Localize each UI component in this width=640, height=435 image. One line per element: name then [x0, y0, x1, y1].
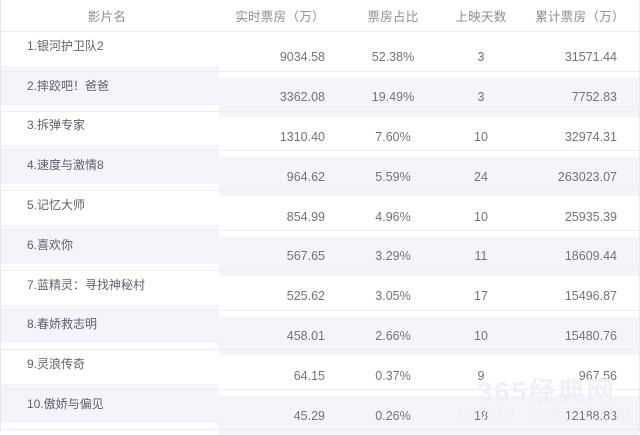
cell-film-name: 5.记忆大师 — [1, 184, 219, 225]
table-body: 1.银河护卫队2 9034.58 52.38% 3 31571.44 2.摔跤吧… — [1, 25, 639, 435]
table-row[interactable]: 9.灵浪传奇 64.15 0.37% 9 967.56 — [1, 343, 639, 397]
column-header-box-office-share: 票房占比 — [345, 0, 441, 32]
cell-film-name: 7.蓝精灵：寻找神秘村 — [1, 264, 219, 305]
cell-cumulative: 32974.31 — [521, 117, 639, 158]
cell-share: 52.38% — [345, 37, 441, 78]
table-row[interactable]: 3.拆弹专家 1310.40 7.60% 10 32974.31 — [1, 105, 639, 158]
cell-live-box-office: 9034.58 — [219, 37, 345, 78]
cell-share: 3.05% — [345, 276, 441, 317]
cell-share: 0.26% — [345, 395, 441, 435]
column-header-live-box-office: 实时票房（万） — [219, 0, 345, 32]
cell-cumulative: 15496.87 — [521, 276, 639, 317]
cell-share: 5.59% — [345, 156, 441, 198]
cell-cumulative: 967.56 — [521, 355, 639, 397]
cell-days: 10 — [441, 196, 521, 237]
cell-live-box-office: 964.62 — [219, 156, 345, 198]
cell-cumulative: 15480.76 — [521, 316, 639, 357]
table-row[interactable]: 6.喜欢你 567.65 3.29% 11 18609.44 — [1, 224, 639, 277]
cell-days: 3 — [441, 37, 521, 78]
cell-film-name: 8.春娇救志明 — [1, 304, 219, 345]
cell-days: 10 — [441, 117, 521, 158]
cell-days: 11 — [441, 236, 521, 277]
table-row[interactable]: 7.蓝精灵：寻找神秘村 525.62 3.05% 17 15496.87 — [1, 264, 639, 317]
cell-cumulative: 12188.83 — [521, 395, 639, 435]
cell-share: 4.96% — [345, 196, 441, 237]
cell-film-name: 4.速度与激情8 — [1, 144, 219, 186]
column-header-cumulative-box-office: 累计票房（万） — [521, 0, 639, 32]
cell-film-name: 9.灵浪传奇 — [1, 343, 219, 385]
cell-live-box-office: 3362.08 — [219, 77, 345, 118]
table-row[interactable]: 4.速度与激情8 964.62 5.59% 24 263023.07 — [1, 144, 639, 198]
cell-live-box-office: 567.65 — [219, 236, 345, 277]
cell-live-box-office: 64.15 — [219, 355, 345, 397]
cell-share: 19.49% — [345, 77, 441, 118]
column-header-days-on-screen: 上映天数 — [441, 0, 521, 32]
cell-days: 18 — [441, 395, 521, 435]
cell-share: 7.60% — [345, 117, 441, 158]
cell-days: 9 — [441, 355, 521, 397]
cell-cumulative: 7752.83 — [521, 77, 639, 118]
cell-live-box-office: 525.62 — [219, 276, 345, 317]
cell-share: 0.37% — [345, 355, 441, 397]
cell-live-box-office: 854.99 — [219, 196, 345, 237]
cell-live-box-office: 458.01 — [219, 316, 345, 357]
cell-cumulative: 25935.39 — [521, 196, 639, 237]
table-row[interactable]: 1.银河护卫队2 9034.58 52.38% 3 31571.44 — [1, 25, 639, 78]
cell-share: 2.66% — [345, 316, 441, 357]
cell-film-name: 3.拆弹专家 — [1, 105, 219, 146]
cell-days: 24 — [441, 156, 521, 198]
cell-cumulative: 263023.07 — [521, 156, 639, 198]
cell-live-box-office: 45.29 — [219, 395, 345, 435]
cell-share: 3.29% — [345, 236, 441, 277]
cell-film-name: 2.摔跤吧！爸爸 — [1, 65, 219, 106]
table-row[interactable]: 8.春娇救志明 458.01 2.66% 10 15480.76 — [1, 304, 639, 357]
cell-live-box-office: 1310.40 — [219, 117, 345, 158]
cell-days: 17 — [441, 276, 521, 317]
cell-cumulative: 31571.44 — [521, 37, 639, 78]
table-row[interactable]: 5.记忆大师 854.99 4.96% 10 25935.39 — [1, 184, 639, 237]
cell-film-name: 10.傲娇与偏见 — [1, 383, 219, 424]
cell-film-name: 1.银河护卫队2 — [1, 25, 219, 66]
cell-film-name: 6.喜欢你 — [1, 224, 219, 265]
table-row[interactable]: 2.摔跤吧！爸爸 3362.08 19.49% 3 7752.83 — [1, 65, 639, 118]
cell-cumulative: 18609.44 — [521, 236, 639, 277]
cell-days: 10 — [441, 316, 521, 357]
cell-days: 3 — [441, 77, 521, 118]
table-row[interactable]: 10.傲娇与偏见 45.29 0.26% 18 12188.83 — [1, 383, 639, 435]
